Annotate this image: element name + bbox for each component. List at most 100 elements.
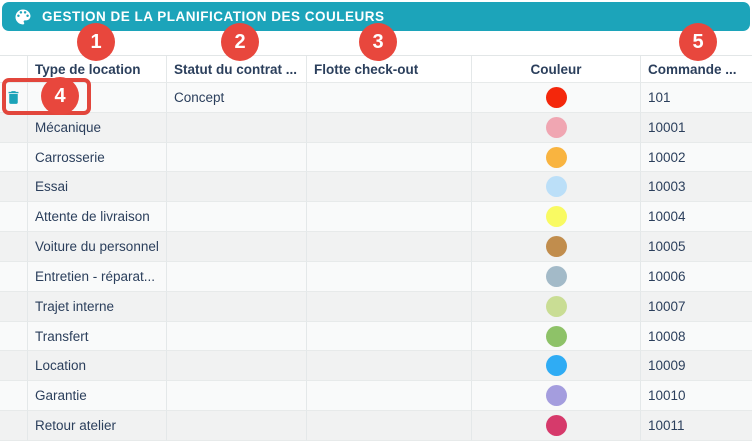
type-location-cell: Transfert [28,321,167,352]
commande-cell: 10011 [641,411,752,441]
color-swatch[interactable] [545,236,567,258]
callout-badge-1: 1 [77,23,115,61]
type-location-cell: Mécanique [28,112,167,143]
callout-badge-2: 2 [221,23,259,61]
table-row: Voiture du personnel 10005 [0,232,752,262]
table-row: Concept 101 [0,83,752,113]
statut-contrat-cell [167,112,307,143]
actions-cell [0,321,28,352]
table-row: Essai 10003 [0,172,752,203]
statut-contrat-cell: Concept [167,83,307,113]
couleur-cell [472,112,641,143]
color-swatch[interactable] [545,86,567,108]
column-header-type_location[interactable]: Type de location [28,56,167,83]
color-swatch[interactable] [545,355,567,377]
flotte-checkout-cell [307,291,472,322]
statut-contrat-cell [167,411,307,441]
statut-contrat-cell [167,261,307,292]
table-body: Concept 101 Mécanique 10001 Carrosserie 10002… [0,83,752,441]
color-swatch[interactable] [545,385,567,407]
couleur-cell [472,83,641,113]
column-header-commande[interactable]: Commande ... [641,56,752,83]
palette-icon [13,7,33,27]
flotte-checkout-cell [307,142,472,173]
statut-contrat-cell [167,142,307,173]
flotte-checkout-cell [307,172,472,203]
column-header-couleur[interactable]: Couleur [472,56,641,83]
commande-cell: 10003 [641,172,752,203]
column-header-flotte_checkout[interactable]: Flotte check-out [307,56,472,83]
type-location-cell: Location [28,351,167,382]
statut-contrat-cell [167,351,307,382]
actions-cell [0,172,28,203]
actions-cell [0,291,28,322]
type-location-cell: Retour atelier [28,411,167,441]
actions-cell [0,142,28,173]
type-location-cell: Trajet interne [28,291,167,322]
flotte-checkout-cell [307,411,472,441]
couleur-cell [472,232,641,262]
type-location-cell [28,83,167,113]
statut-contrat-cell [167,291,307,322]
color-swatch[interactable] [545,206,567,228]
color-swatch[interactable] [545,176,567,198]
flotte-checkout-cell [307,112,472,143]
statut-contrat-cell [167,381,307,412]
color-swatch[interactable] [545,146,567,168]
table-row: Carrosserie 10002 [0,142,752,173]
couleur-cell [472,172,641,203]
actions-cell [0,232,28,262]
statut-contrat-cell [167,202,307,233]
flotte-checkout-cell [307,232,472,262]
commande-cell: 101 [641,83,752,113]
table-row: Attente de livraison 10004 [0,202,752,233]
table-row: Retour atelier 10011 [0,411,752,441]
couleur-cell [472,411,641,441]
flotte-checkout-cell [307,381,472,412]
couleur-cell [472,261,641,292]
color-swatch[interactable] [545,415,567,437]
table-header-row: Type de location Statut du contrat ... Flo… [0,56,752,83]
color-swatch[interactable] [545,295,567,317]
commande-cell: 10007 [641,292,752,322]
callout-badge-4: 4 [41,77,79,115]
type-location-cell: Voiture du personnel [28,232,167,262]
type-location-cell: Attente de livraison [28,202,167,233]
type-location-cell: Essai [28,172,167,203]
commande-cell: 10002 [641,143,752,173]
statut-contrat-cell [167,172,307,203]
table-row: Entretien - réparat... 10006 [0,261,752,292]
statut-contrat-cell [167,321,307,352]
type-location-cell: Garantie [28,381,167,412]
flotte-checkout-cell [307,83,472,113]
color-swatch[interactable] [545,265,567,287]
column-header-statut_contrat[interactable]: Statut du contrat ... [167,56,307,83]
annotation-highlight-box [2,78,91,115]
color-table: Type de location Statut du contrat ... Flo… [0,55,752,441]
callout-badge-3: 3 [359,23,397,61]
actions-cell [0,351,28,382]
actions-cell [0,411,28,441]
actions-cell [0,112,28,143]
table-row: Garantie 10010 [0,381,752,412]
delete-button[interactable] [3,86,25,108]
flotte-checkout-cell [307,321,472,352]
commande-cell: 10005 [641,232,752,262]
table-row: Mécanique 10001 [0,112,752,143]
color-swatch[interactable] [545,325,567,347]
commande-cell: 10009 [641,351,752,382]
actions-cell [0,261,28,292]
flotte-checkout-cell [307,202,472,233]
color-swatch[interactable] [545,116,567,138]
commande-cell: 10001 [641,113,752,143]
couleur-cell [472,381,641,412]
actions-cell [0,381,28,412]
couleur-cell [472,321,641,352]
couleur-cell [472,142,641,173]
callout-badge-5: 5 [679,23,717,61]
column-header-actions[interactable] [0,56,28,83]
table-row: Location 10009 [0,351,752,382]
commande-cell: 10006 [641,262,752,292]
type-location-cell: Carrosserie [28,142,167,173]
